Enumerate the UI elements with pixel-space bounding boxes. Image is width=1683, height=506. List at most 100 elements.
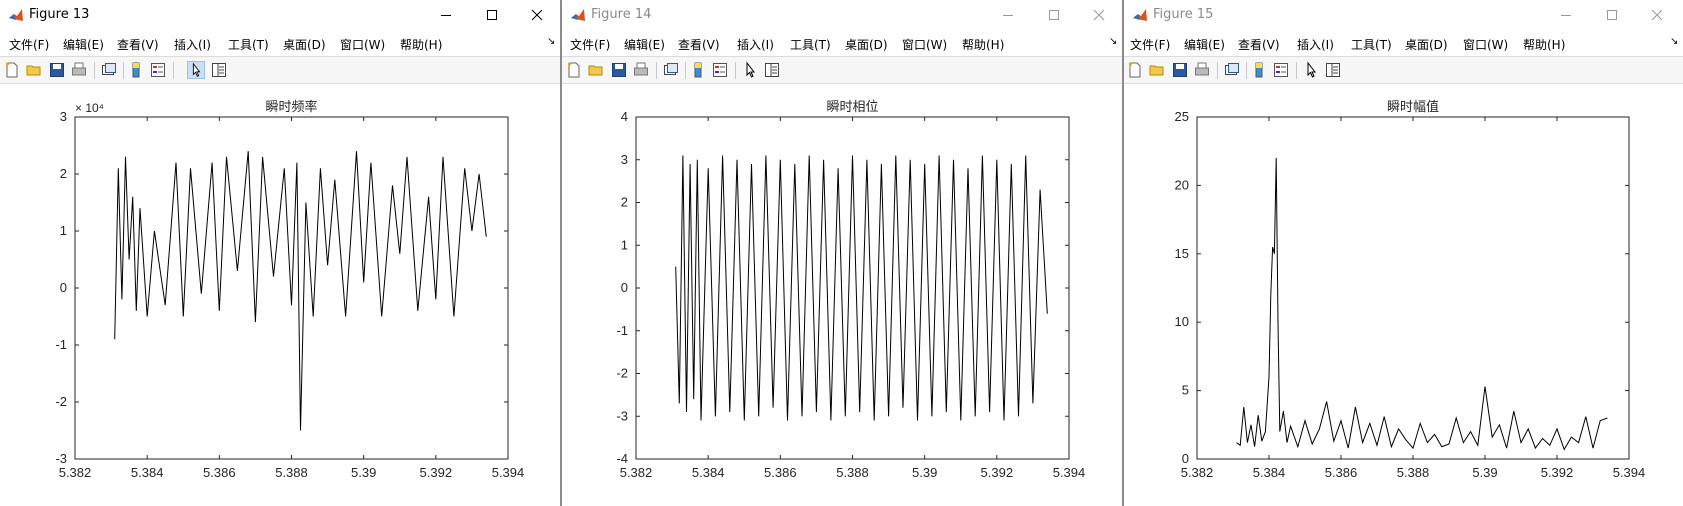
property-editor-icon[interactable]	[210, 61, 228, 79]
maximize-button[interactable]	[469, 0, 515, 30]
x-tick-label: 5.386	[203, 465, 236, 480]
dock-icon[interactable]: ↘	[1670, 36, 1679, 47]
save-icon[interactable]	[1171, 61, 1189, 79]
menu-file[interactable]: 文件(F)	[9, 38, 50, 52]
pointer-icon[interactable]	[187, 61, 205, 79]
colorbar-icon[interactable]	[689, 61, 707, 79]
figure-window-15: Figure 15 文件(F) 编辑(E) 查看(V) 插入(I) 工具(T) …	[1124, 0, 1683, 506]
window-divider	[1122, 0, 1124, 506]
x-tick-label: 5.386	[764, 465, 797, 480]
x-tick-label: 5.392	[420, 465, 453, 480]
property-editor-icon[interactable]	[1324, 61, 1342, 79]
open-folder-icon[interactable]	[25, 61, 43, 79]
window-title: Figure 14	[591, 7, 652, 22]
toolbar-separator	[173, 62, 174, 79]
menu-edit[interactable]: 编辑(E)	[624, 38, 665, 52]
menu-bar: 文件(F) 编辑(E) 查看(V) 插入(I) 工具(T) 桌面(D) 窗口(W…	[1124, 30, 1683, 56]
menu-tools[interactable]: 工具(T)	[228, 38, 269, 52]
y-tick-label: 5	[1182, 383, 1189, 398]
menu-help[interactable]: 帮助(H)	[400, 38, 443, 52]
window-title: Figure 15	[1153, 7, 1214, 22]
link-plot-icon[interactable]	[100, 61, 118, 79]
close-button[interactable]	[1076, 0, 1122, 30]
menu-file[interactable]: 文件(F)	[1130, 38, 1171, 52]
y-tick-label: 25	[1175, 109, 1189, 124]
chart-title: 瞬时幅值	[1387, 99, 1439, 114]
maximize-icon	[1049, 10, 1059, 20]
colorbar-icon[interactable]	[1250, 61, 1268, 79]
y-tick-label: -3	[55, 451, 67, 466]
menu-insert[interactable]: 插入(I)	[1297, 38, 1334, 52]
close-button[interactable]	[1634, 0, 1680, 30]
x-tick-label: 5.394	[1053, 465, 1086, 480]
legend-icon[interactable]	[149, 61, 167, 79]
matlab-icon	[9, 9, 23, 21]
print-icon[interactable]	[1193, 61, 1211, 79]
menu-edit[interactable]: 编辑(E)	[1184, 38, 1225, 52]
x-tick-label: 5.384	[131, 465, 164, 480]
menu-tools[interactable]: 工具(T)	[1351, 38, 1392, 52]
close-icon	[1093, 9, 1105, 21]
pointer-icon[interactable]	[1302, 61, 1320, 79]
x-tick-label: 5.384	[1253, 465, 1286, 480]
open-folder-icon[interactable]	[1148, 61, 1166, 79]
legend-icon[interactable]	[711, 61, 729, 79]
open-folder-icon[interactable]	[587, 61, 605, 79]
matlab-icon	[571, 9, 585, 21]
maximize-button[interactable]	[1031, 0, 1077, 30]
menu-desktop[interactable]: 桌面(D)	[845, 38, 888, 52]
new-file-icon[interactable]	[3, 61, 21, 79]
menu-view[interactable]: 查看(V)	[117, 38, 159, 52]
pointer-icon[interactable]	[741, 61, 759, 79]
minimize-button[interactable]	[985, 0, 1031, 30]
legend-icon[interactable]	[1272, 61, 1290, 79]
dock-icon[interactable]: ↘	[547, 36, 556, 47]
dock-icon[interactable]: ↘	[1109, 36, 1118, 47]
y-tick-label: -4	[616, 451, 628, 466]
menu-view[interactable]: 查看(V)	[1238, 38, 1280, 52]
menu-desktop[interactable]: 桌面(D)	[1405, 38, 1448, 52]
x-tick-label: 5.384	[692, 465, 725, 480]
figure-canvas: 5.382 5.384 5.386 5.388 5.39 5.392 5.394 -3 -2 -1…	[0, 84, 560, 506]
menu-tools[interactable]: 工具(T)	[790, 38, 831, 52]
menu-insert[interactable]: 插入(I)	[737, 38, 774, 52]
save-icon[interactable]	[48, 61, 66, 79]
save-icon[interactable]	[610, 61, 628, 79]
title-bar[interactable]: Figure 13	[0, 0, 560, 30]
menu-help[interactable]: 帮助(H)	[962, 38, 1005, 52]
x-tick-label: 5.392	[981, 465, 1014, 480]
maximize-button[interactable]	[1589, 0, 1635, 30]
menu-help[interactable]: 帮助(H)	[1523, 38, 1566, 52]
y-tick-label: 20	[1175, 177, 1189, 192]
x-tick-label: 5.394	[492, 465, 525, 480]
minimize-button[interactable]	[1543, 0, 1589, 30]
figure-window-14: Figure 14 文件(F) 编辑(E) 查看(V) 插入(I) 工具(T) …	[562, 0, 1122, 506]
menu-desktop[interactable]: 桌面(D)	[283, 38, 326, 52]
close-button[interactable]	[514, 0, 560, 30]
menu-file[interactable]: 文件(F)	[570, 38, 611, 52]
title-bar[interactable]: Figure 15	[1124, 0, 1683, 30]
series-line	[114, 151, 487, 431]
new-file-icon[interactable]	[1126, 61, 1144, 79]
menu-window[interactable]: 窗口(W)	[340, 38, 386, 52]
print-icon[interactable]	[70, 61, 88, 79]
property-editor-icon[interactable]	[763, 61, 781, 79]
new-file-icon[interactable]	[565, 61, 583, 79]
menu-insert[interactable]: 插入(I)	[174, 38, 211, 52]
link-plot-icon[interactable]	[1223, 61, 1241, 79]
menu-window[interactable]: 窗口(W)	[1463, 38, 1509, 52]
colorbar-icon[interactable]	[127, 61, 145, 79]
toolbar-separator	[1296, 62, 1297, 79]
print-icon[interactable]	[632, 61, 650, 79]
link-plot-icon[interactable]	[662, 61, 680, 79]
menu-bar: 文件(F) 编辑(E) 查看(V) 插入(I) 工具(T) 桌面(D) 窗口(W…	[0, 30, 560, 56]
menu-edit[interactable]: 编辑(E)	[63, 38, 104, 52]
series-line	[675, 155, 1048, 421]
menu-view[interactable]: 查看(V)	[678, 38, 720, 52]
title-bar[interactable]: Figure 14	[562, 0, 1122, 30]
menu-window[interactable]: 窗口(W)	[902, 38, 948, 52]
minimize-button[interactable]	[423, 0, 469, 30]
y-tick-label: 3	[60, 109, 67, 124]
close-icon	[531, 9, 543, 21]
maximize-icon	[1607, 10, 1617, 20]
